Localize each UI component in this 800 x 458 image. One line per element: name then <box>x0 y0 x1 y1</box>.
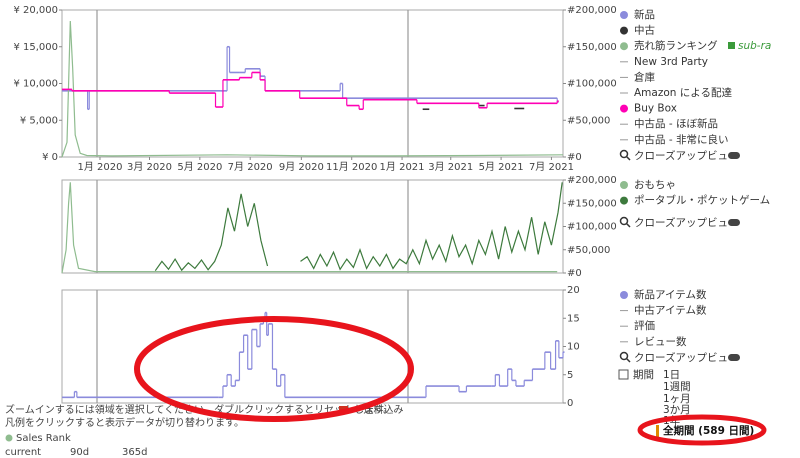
column-head: 90d <box>70 447 89 458</box>
y-tick-label: ¥ 5,000 <box>20 115 58 126</box>
period-option[interactable]: 1ヶ月 <box>663 393 691 405</box>
legend-label[interactable]: Buy Box <box>634 103 677 115</box>
closeup-label[interactable]: クローズアップビュー <box>634 216 738 229</box>
x-tick-label: 5月 2020 <box>177 161 222 173</box>
y2-tick-label: 20 <box>567 285 580 296</box>
y2-tick-label: #100,000 <box>567 222 617 233</box>
period-label: 期間 <box>633 369 654 381</box>
x-tick-label: 1月 2021 <box>380 161 425 173</box>
y2-tick-label: #50,000 <box>567 115 610 126</box>
sales-rank-label[interactable]: Sales Rank <box>16 433 71 444</box>
legend-dot <box>620 196 628 205</box>
legend-label[interactable]: 倉庫 <box>634 70 655 83</box>
period-option-selected[interactable]: 全期間 (589 日間) <box>662 424 754 437</box>
x-tick-label: 5月 2021 <box>479 161 524 173</box>
period-option[interactable]: 1日 <box>663 369 680 381</box>
selected-marker <box>656 425 659 437</box>
legend-label[interactable]: New 3rd Party <box>634 56 708 68</box>
y2-tick-label: 5 <box>567 370 573 381</box>
sub-ra-icon <box>728 42 735 49</box>
legend-label[interactable]: 評価 <box>634 319 655 332</box>
legend-dot <box>620 26 628 35</box>
x-tick-label: 9月 2020 <box>279 161 324 173</box>
highlight-ellipse <box>134 316 414 422</box>
y2-tick-label: #150,000 <box>567 198 617 209</box>
period-option[interactable]: 1週間 <box>663 381 691 393</box>
sales-rank-dot <box>5 434 13 442</box>
y-tick-label: ¥ 20,000 <box>13 5 58 16</box>
y2-tick-label: #0 <box>567 152 582 163</box>
legend-dot <box>620 11 628 19</box>
x-tick-label: 7月 2020 <box>228 161 273 173</box>
x-tick-label: 3月 2021 <box>428 161 473 173</box>
legend-label[interactable]: 中古品 - ほぼ新品 <box>634 117 718 130</box>
y-tick-label: ¥ 0 <box>42 152 58 163</box>
x-tick-label: 7月 2021 <box>529 161 574 173</box>
closeup-label[interactable]: クローズアップビュー <box>634 149 738 162</box>
y2-tick-label: 0 <box>567 398 573 409</box>
legend-label[interactable]: 中古 <box>634 24 655 37</box>
legend-label[interactable]: ポータブル・ポケットゲーム <box>634 194 770 207</box>
y2-tick-label: #150,000 <box>567 42 617 53</box>
x-tick-label: 3月 2020 <box>127 161 172 173</box>
legend-dot <box>620 291 628 299</box>
y2-tick-label: #200,000 <box>567 5 617 16</box>
period-option[interactable]: 3か月 <box>663 404 691 416</box>
closeup[interactable]: クローズアップビュー <box>619 216 741 229</box>
legend-label[interactable]: おもちゃ <box>634 179 676 191</box>
y2-tick-label: #100,000 <box>567 79 617 90</box>
column-head: 365d <box>122 447 147 458</box>
series-line <box>154 182 563 272</box>
sub-ra[interactable]: sub-ra <box>738 40 771 52</box>
legend-label[interactable]: 新品 <box>634 8 655 21</box>
legend-dot <box>620 181 628 189</box>
plot-frame <box>61 179 564 274</box>
sidebar: sub-ra クローズアップビュー クローズアップビュー クローズアップビュー … <box>618 40 771 437</box>
y2-tick-label: 10 <box>567 342 580 353</box>
x-tick-label: 1月 2020 <box>77 161 122 173</box>
y-tick-label: ¥ 10,000 <box>13 79 58 90</box>
closeup[interactable]: クローズアップビュー <box>619 351 741 364</box>
legend-label[interactable]: 中古品 - 非常に良い <box>634 133 728 146</box>
plot-layer: ¥ 0 ¥ 5,000 ¥ 10,000 ¥ 15,000 ¥ 20,000 #0 #50,… <box>13 5 770 409</box>
calendar-icon <box>618 369 629 380</box>
y2-tick-label: 15 <box>567 313 580 324</box>
legend-hint: 凡例をクリックすると表示データが切り替わります。 <box>5 416 244 429</box>
y2-tick-label: #200,000 <box>567 175 617 186</box>
legend-dot <box>620 104 628 113</box>
series-line <box>61 182 558 274</box>
legend-label[interactable]: レビュー数 <box>634 335 687 348</box>
closeup-label[interactable]: クローズアップビュー <box>634 351 738 364</box>
y2-tick-label: #0 <box>567 268 582 279</box>
x-tick-label: 11月 2020 <box>326 161 377 173</box>
highlight-ellipse <box>637 414 767 446</box>
legend-label[interactable]: Amazon による配達 <box>634 87 732 99</box>
series-line <box>61 20 564 158</box>
legend-dot <box>620 42 628 51</box>
closeup[interactable]: クローズアップビュー <box>619 149 741 162</box>
legend-label[interactable]: 中古アイテム数 <box>634 304 707 317</box>
y-tick-label: ¥ 15,000 <box>13 42 58 53</box>
legend-label[interactable]: 売れ筋ランキング <box>634 39 718 52</box>
y2-tick-label: #50,000 <box>567 245 610 256</box>
legend-label[interactable]: 新品アイテム数 <box>634 288 707 301</box>
column-head: current <box>5 447 41 458</box>
plot-frame <box>61 9 564 158</box>
